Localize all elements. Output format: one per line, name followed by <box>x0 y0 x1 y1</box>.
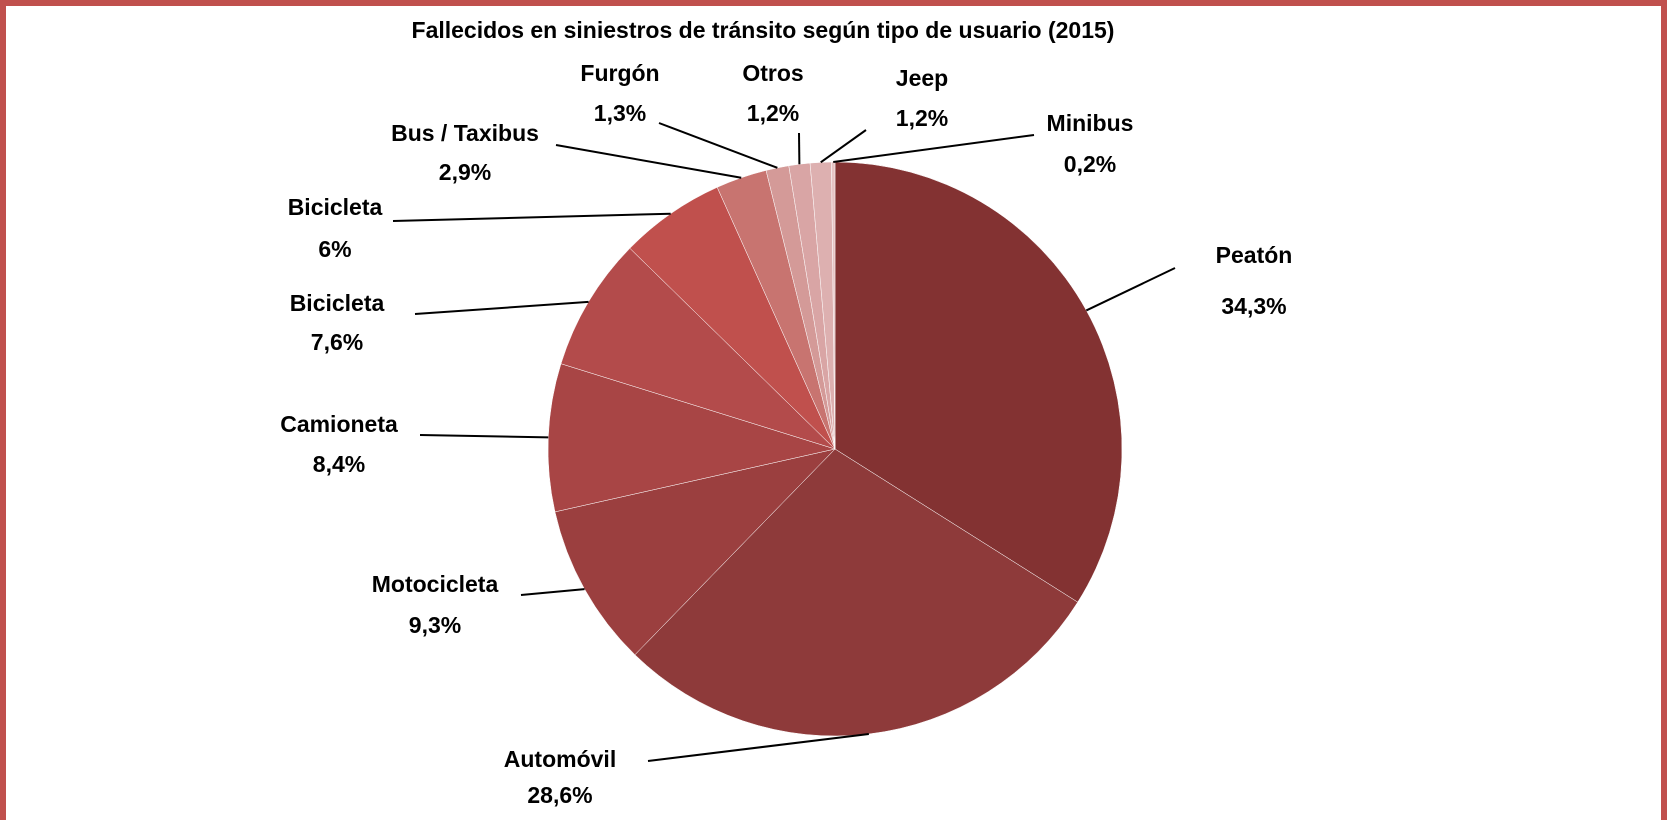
value-label: 9,3% <box>409 612 461 638</box>
leader-line <box>647 733 869 762</box>
value-label: 1,3% <box>594 100 646 126</box>
leader-line <box>414 300 589 315</box>
leader-line <box>820 129 867 164</box>
value-label: 34,3% <box>1221 293 1286 319</box>
value-label: 7,6% <box>311 329 363 355</box>
value-label: 8,4% <box>313 451 365 477</box>
slice-label: Peatón <box>1216 242 1293 268</box>
pie-slice <box>547 363 836 513</box>
pie-slice <box>834 161 1123 603</box>
value-label: 0,2% <box>1064 151 1116 177</box>
leader-line <box>658 122 778 169</box>
value-label: 6% <box>318 236 351 262</box>
slice-label: Bus / Taxibus <box>391 120 539 146</box>
leader-line <box>419 434 549 439</box>
leader-line <box>833 134 1035 163</box>
chart-title: Fallecidos en siniestros de tránsito seg… <box>412 17 1115 43</box>
leader-line <box>520 588 585 596</box>
slice-label: Motocicleta <box>372 571 499 597</box>
value-label: 1,2% <box>747 100 799 126</box>
slice-label: Jeep <box>896 65 948 91</box>
leader-line <box>1085 267 1176 312</box>
slice-label: Otros <box>742 60 803 86</box>
slice-label: Camioneta <box>280 411 398 437</box>
slice-label: Minibus <box>1047 110 1134 136</box>
leader-line <box>392 212 671 222</box>
value-label: 1,2% <box>896 105 948 131</box>
value-label: 28,6% <box>527 782 592 808</box>
slice-label: Bicicleta <box>288 194 383 220</box>
value-label: 2,9% <box>439 159 491 185</box>
slice-label: Bicicleta <box>290 290 385 316</box>
slice-label: Automóvil <box>504 746 616 772</box>
leader-line <box>555 144 742 179</box>
slice-label: Furgón <box>580 60 659 86</box>
